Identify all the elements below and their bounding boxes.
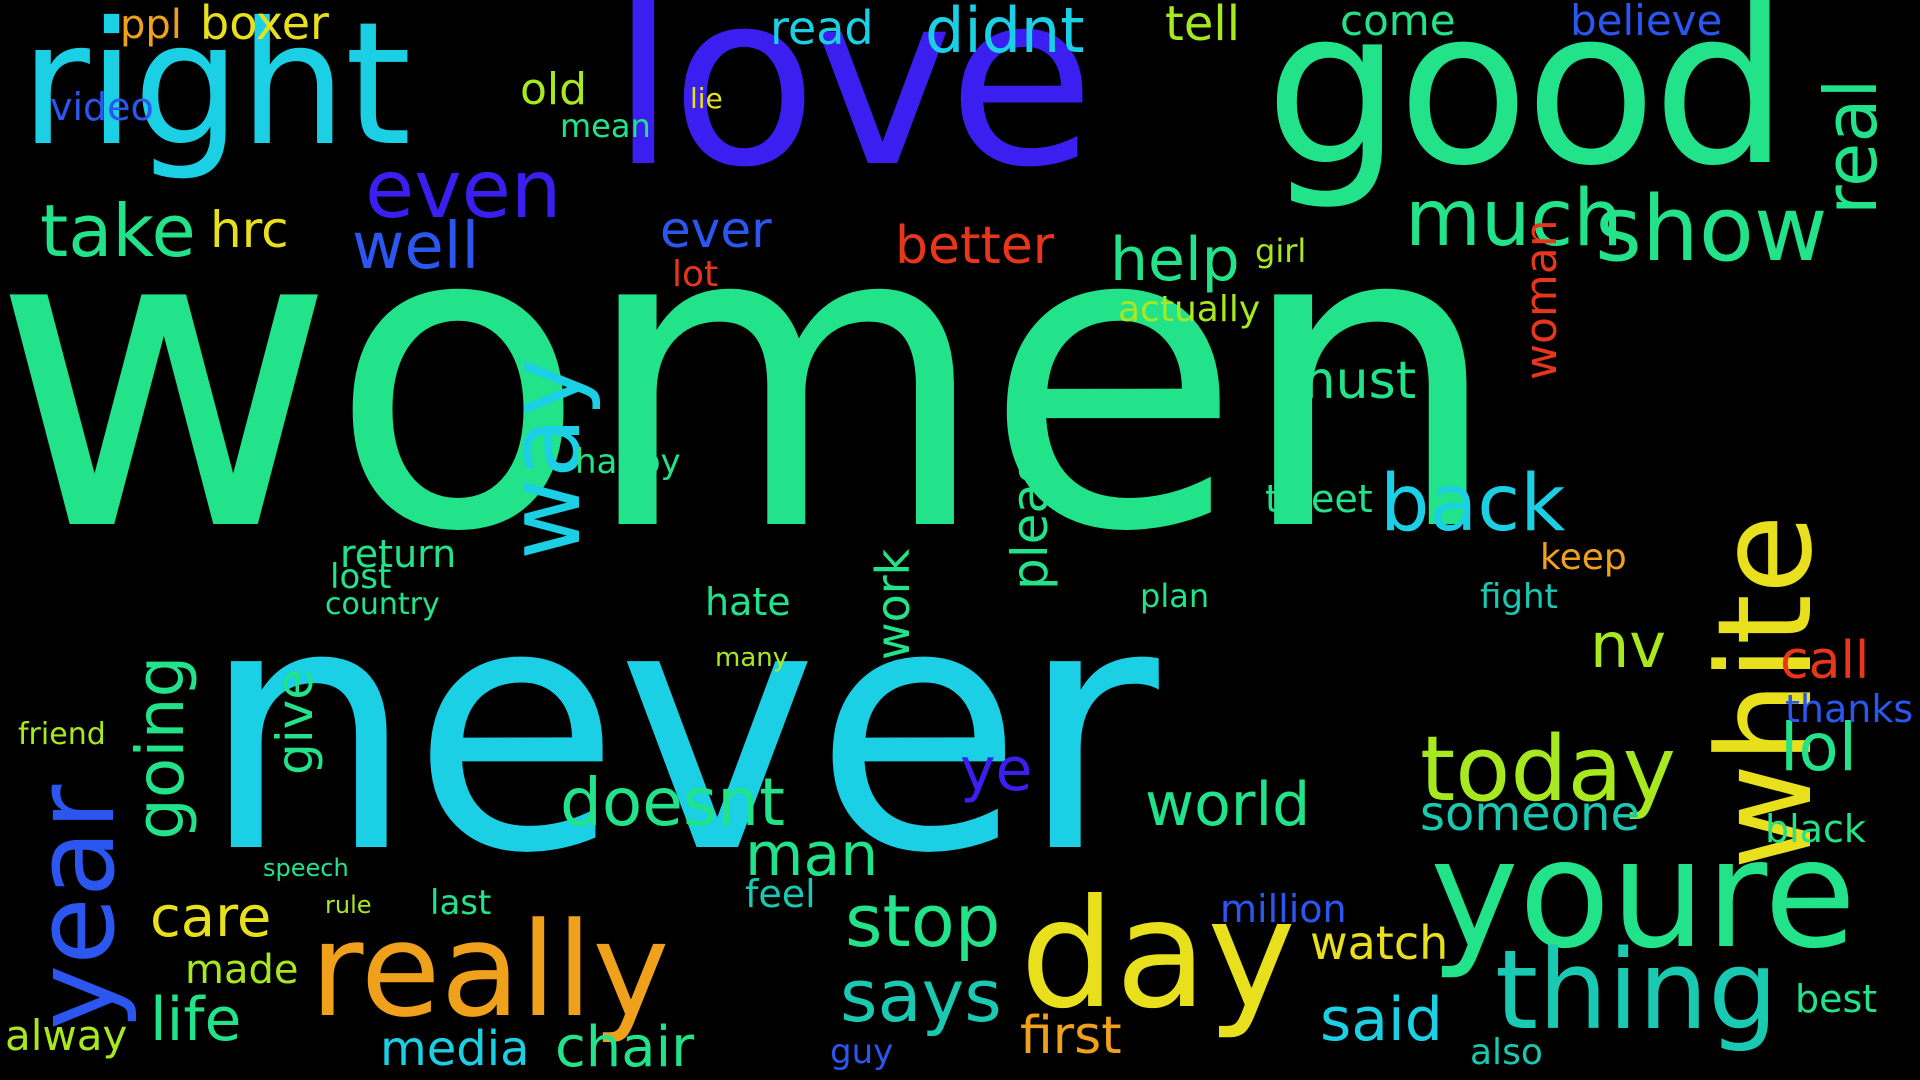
word-ever: ever: [660, 201, 772, 259]
word-media: media: [380, 1021, 530, 1077]
word-even: even: [365, 143, 562, 236]
word-life: life: [150, 985, 242, 1055]
word-nv: nv: [1590, 609, 1666, 682]
word-tweet: fight: [1480, 577, 1558, 617]
word-youre: youre: [1430, 808, 1857, 982]
word-lie: ppl: [120, 2, 182, 48]
word-must: must: [1285, 351, 1417, 411]
word-world: world: [1145, 770, 1311, 840]
word-alway: alway: [5, 1011, 128, 1060]
word-rule: last: [430, 883, 492, 923]
word-better: better: [895, 216, 1055, 276]
word-said: said: [1320, 985, 1443, 1055]
word-video: video: [50, 85, 154, 129]
word-care: care: [150, 885, 272, 950]
word-fight: plan: [1140, 577, 1210, 615]
word-guy: watch: [1310, 916, 1449, 970]
word-woman: lost: [330, 557, 392, 597]
word-speech: rule: [325, 891, 372, 919]
word-day: day: [1020, 868, 1296, 1042]
word-work: work: [866, 548, 920, 660]
word-show: show: [1595, 177, 1828, 282]
word-thanks: friend: [18, 717, 106, 752]
word-doesnt: doesnt: [560, 764, 785, 841]
word-help: help: [1110, 225, 1240, 295]
word-call: call: [1780, 631, 1870, 691]
word-well: well: [352, 210, 480, 284]
word-ppl: keep: [1540, 537, 1627, 578]
word-thing: thing: [1495, 926, 1778, 1054]
word-believe: believe: [1570, 0, 1723, 45]
word-friend: guy: [830, 1032, 894, 1072]
word-read: read: [770, 1, 874, 55]
word-give: give: [266, 669, 324, 775]
word-take: take: [40, 189, 196, 273]
word-year: year: [11, 784, 139, 1030]
word-lot: mean: [560, 107, 651, 145]
word-man: man: [745, 820, 879, 890]
word-keep: tweet: [1265, 477, 1373, 521]
word-ye: ye: [960, 735, 1033, 805]
word-girl: actually: [1118, 289, 1261, 330]
word-love: love: [610, 0, 1095, 220]
word-never: never: [200, 532, 1159, 928]
word-going: going: [122, 655, 199, 840]
word-lost: return: [340, 532, 457, 576]
word-boxer: boxer: [200, 0, 329, 50]
word-good: good: [1265, 0, 1789, 213]
word-first: first: [1020, 1006, 1122, 1066]
word-real: real: [1809, 78, 1893, 215]
word-last: feel: [745, 872, 816, 916]
word-tell: tell: [1165, 0, 1241, 52]
word-old: old: [520, 64, 588, 115]
word-best: black: [1765, 807, 1866, 851]
word-today: today: [1420, 717, 1676, 822]
word-didnt: didnt: [925, 0, 1085, 67]
word-back: back: [1380, 459, 1566, 549]
word-plan: happy: [575, 442, 681, 482]
word-much: much: [1405, 174, 1623, 264]
word-please: please: [1001, 426, 1059, 590]
word-actually: country: [325, 587, 440, 622]
word-return: also: [1470, 1032, 1543, 1073]
word-hrc: hrc: [210, 201, 289, 259]
word-made: made: [185, 947, 299, 993]
word-getting: girl: [1255, 232, 1307, 270]
word-black: thanks: [1785, 687, 1914, 731]
word-really: really: [310, 894, 670, 1046]
word-someone: someone: [1420, 786, 1640, 842]
word-chair: chair: [555, 1015, 695, 1080]
word-country: speech: [263, 854, 349, 882]
word-mean: lie: [690, 82, 723, 115]
word-says: says: [840, 954, 1002, 1038]
word-feel: hate: [705, 580, 791, 624]
word-many: woman: [1516, 219, 1567, 380]
word-lol: lol: [1780, 709, 1858, 786]
word-come: come: [1340, 0, 1456, 45]
word-women: women: [0, 135, 1502, 624]
word-happy: many: [715, 643, 789, 673]
word-right: right: [20, 0, 411, 184]
word-also: best: [1795, 977, 1878, 1021]
word-hate: lot: [672, 254, 719, 295]
word-stop: stop: [845, 879, 1001, 963]
word-million: million: [1220, 887, 1347, 931]
